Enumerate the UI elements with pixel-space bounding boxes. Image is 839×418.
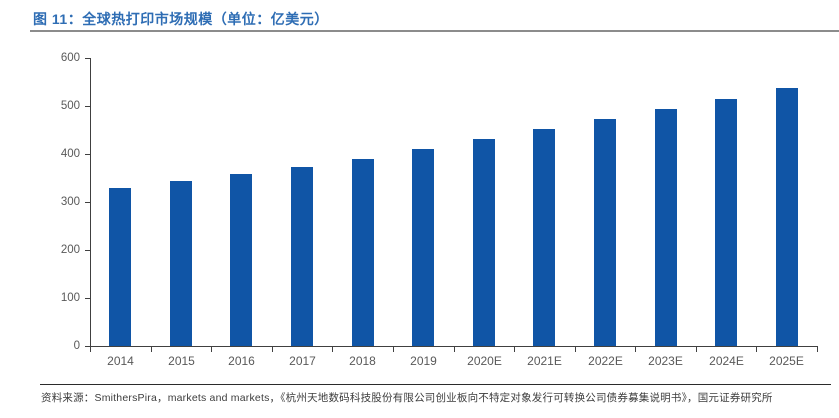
- x-tick-label: 2023E: [648, 354, 683, 368]
- bar-2015: [170, 181, 192, 346]
- x-tick-label: 2015: [168, 354, 195, 368]
- y-tick: [85, 346, 90, 347]
- x-tick: [393, 347, 394, 352]
- y-tick: [85, 154, 90, 155]
- y-tick-label: 500: [60, 100, 80, 112]
- x-tick-label: 2022E: [588, 354, 623, 368]
- y-tick: [85, 106, 90, 107]
- x-tick: [454, 347, 455, 352]
- x-tick: [332, 347, 333, 352]
- y-tick-label: 200: [60, 244, 80, 256]
- bar-2022E: [594, 119, 616, 346]
- x-tick: [90, 347, 91, 352]
- x-tick-label: 2016: [228, 354, 255, 368]
- y-tick: [85, 58, 90, 59]
- bar-2020E: [473, 138, 495, 346]
- x-tick-label: 2019: [410, 354, 437, 368]
- y-tick-label: 0: [73, 340, 80, 352]
- bar-2019: [412, 149, 434, 346]
- x-tick-label: 2021E: [527, 354, 562, 368]
- x-tick: [696, 347, 697, 352]
- figure-title: 图 11：全球热打印市场规模（单位：亿美元）: [33, 11, 329, 27]
- y-axis: [90, 58, 91, 347]
- bar-chart: 0 100 200 300 400 500 600 2014 2015 2016 2017 2018 2…: [60, 52, 818, 368]
- x-tick: [211, 347, 212, 352]
- y-tick: [85, 250, 90, 251]
- x-tick: [756, 347, 757, 352]
- bar-2017: [291, 167, 313, 346]
- x-axis: [90, 346, 818, 347]
- y-tick-label: 100: [60, 292, 80, 304]
- x-tick-label: 2025E: [769, 354, 804, 368]
- source-divider: [40, 384, 831, 385]
- y-tick: [85, 202, 90, 203]
- x-tick-label: 2017: [289, 354, 316, 368]
- bar-2021E: [533, 129, 555, 346]
- x-tick: [817, 347, 818, 352]
- x-tick: [575, 347, 576, 352]
- x-tick-label: 2014: [107, 354, 134, 368]
- y-tick-label: 300: [60, 196, 80, 208]
- title-divider: [30, 30, 839, 32]
- bar-2024E: [715, 99, 737, 346]
- y-tick-label: 400: [60, 148, 80, 160]
- source-note: 资料来源：SmithersPira，markets and markets，《杭…: [41, 392, 773, 404]
- bar-2018: [352, 159, 374, 346]
- x-tick: [151, 347, 152, 352]
- bar-2014: [109, 188, 131, 346]
- x-tick-label: 2018: [349, 354, 376, 368]
- bar-2023E: [655, 109, 677, 346]
- x-tick-label: 2020E: [467, 354, 502, 368]
- y-tick-label: 600: [60, 52, 80, 64]
- bar-2025E: [776, 88, 798, 346]
- x-tick: [635, 347, 636, 352]
- bar-2016: [230, 174, 252, 346]
- x-tick-label: 2024E: [709, 354, 744, 368]
- x-tick: [272, 347, 273, 352]
- y-tick: [85, 298, 90, 299]
- x-tick: [514, 347, 515, 352]
